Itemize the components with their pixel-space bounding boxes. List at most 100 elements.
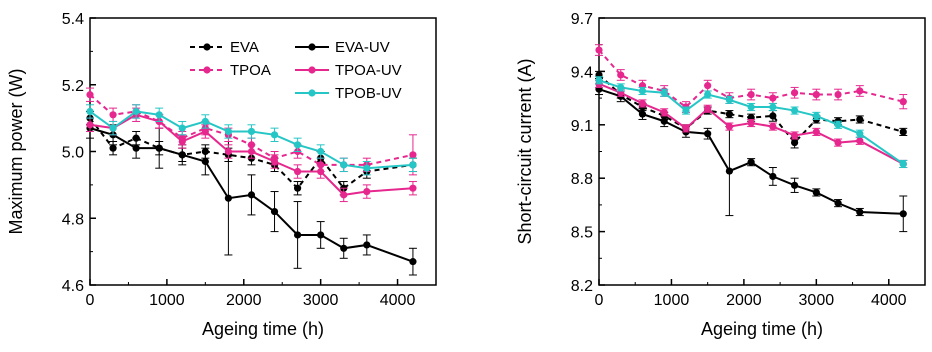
y-tick-label: 8.8 <box>571 171 593 188</box>
legend-label: TPOA-UV <box>335 62 402 79</box>
data-point <box>747 119 755 127</box>
data-point <box>201 127 209 136</box>
data-point <box>834 199 842 207</box>
x-axis-label: Ageing time (h) <box>202 319 324 339</box>
y-tick-label: 5.2 <box>62 78 84 95</box>
data-point <box>109 144 117 152</box>
data-point <box>270 207 279 216</box>
series-line <box>89 94 414 166</box>
data-point <box>747 90 755 99</box>
data-point <box>725 122 734 131</box>
data-point <box>595 46 603 54</box>
plot-frame <box>89 17 437 286</box>
series-line <box>598 82 904 165</box>
series-line <box>598 49 904 109</box>
data-point <box>812 112 820 120</box>
data-point <box>856 130 864 138</box>
data-point <box>704 82 712 90</box>
data-point <box>340 244 348 252</box>
legend-item: TPOA <box>190 62 271 79</box>
data-point <box>660 108 668 116</box>
y-tick-label: 8.2 <box>571 278 593 295</box>
data-point <box>638 110 647 118</box>
data-point <box>178 137 186 146</box>
data-point <box>132 144 140 152</box>
series-line <box>598 88 904 215</box>
data-point <box>617 83 625 92</box>
legend-label: TPOA <box>230 62 271 79</box>
data-point <box>201 157 209 166</box>
plot-frame <box>598 17 926 286</box>
series-line <box>89 110 414 170</box>
x-tick-label: 2000 <box>226 292 262 309</box>
data-point <box>791 181 799 189</box>
series-eva-uv <box>595 83 908 233</box>
data-point <box>660 89 668 97</box>
data-point <box>317 167 325 176</box>
data-point <box>747 158 755 166</box>
legend-marker <box>308 66 316 74</box>
legend-item: TPOA-UV <box>295 62 402 79</box>
data-point <box>363 187 371 196</box>
y-tick-label: 9.1 <box>571 118 593 135</box>
data-point <box>363 164 371 172</box>
data-point <box>660 117 668 125</box>
legend-label: EVA <box>230 39 259 56</box>
data-point <box>86 91 94 99</box>
data-point <box>791 89 799 97</box>
data-point <box>409 184 417 192</box>
data-point <box>201 117 209 126</box>
data-point <box>270 131 279 139</box>
y-axis-label: Maximum power (W) <box>6 68 26 234</box>
x-tick-label: 3000 <box>303 292 339 309</box>
data-point <box>638 87 647 95</box>
data-point <box>834 139 842 147</box>
data-point <box>317 147 325 156</box>
legend-item: EVA-UV <box>295 39 390 56</box>
data-point <box>791 106 799 115</box>
data-point <box>294 184 302 192</box>
data-point <box>340 161 348 169</box>
x-tick-label: 0 <box>595 292 604 309</box>
data-point <box>155 144 163 152</box>
x-tick-label: 4000 <box>871 292 907 309</box>
legend-label: EVA-UV <box>335 39 390 56</box>
series-tpob-uv <box>595 76 908 169</box>
legend-marker <box>308 89 316 97</box>
data-point <box>340 191 348 199</box>
data-point <box>682 106 690 115</box>
legend-marker <box>203 66 211 74</box>
data-point <box>638 99 647 108</box>
data-point <box>247 191 256 199</box>
data-point <box>856 137 864 145</box>
data-point <box>682 124 690 132</box>
data-point <box>294 141 302 149</box>
data-point <box>856 115 864 124</box>
legend-label: TPOB-UV <box>335 85 402 102</box>
data-point <box>270 157 279 166</box>
data-point <box>409 161 417 169</box>
data-point <box>769 112 777 120</box>
data-point <box>595 76 603 84</box>
y-tick-label: 4.6 <box>62 278 84 295</box>
y-tick-label: 8.5 <box>571 225 593 242</box>
series-line <box>89 113 414 196</box>
data-point <box>769 94 777 102</box>
data-point <box>791 139 799 147</box>
data-point <box>704 105 712 113</box>
data-point <box>812 90 820 99</box>
data-point <box>294 167 302 176</box>
data-point <box>834 121 842 129</box>
y-tick-label: 5.0 <box>62 145 84 162</box>
data-point <box>617 71 625 79</box>
data-point <box>86 107 94 116</box>
data-point <box>155 111 163 119</box>
data-point <box>132 107 140 116</box>
data-point <box>812 128 820 136</box>
y-tick-label: 9.4 <box>571 64 593 81</box>
series-line <box>598 79 904 165</box>
y-tick-label: 4.8 <box>62 211 84 228</box>
x-tick-label: 1000 <box>149 292 185 309</box>
data-point <box>725 167 734 175</box>
